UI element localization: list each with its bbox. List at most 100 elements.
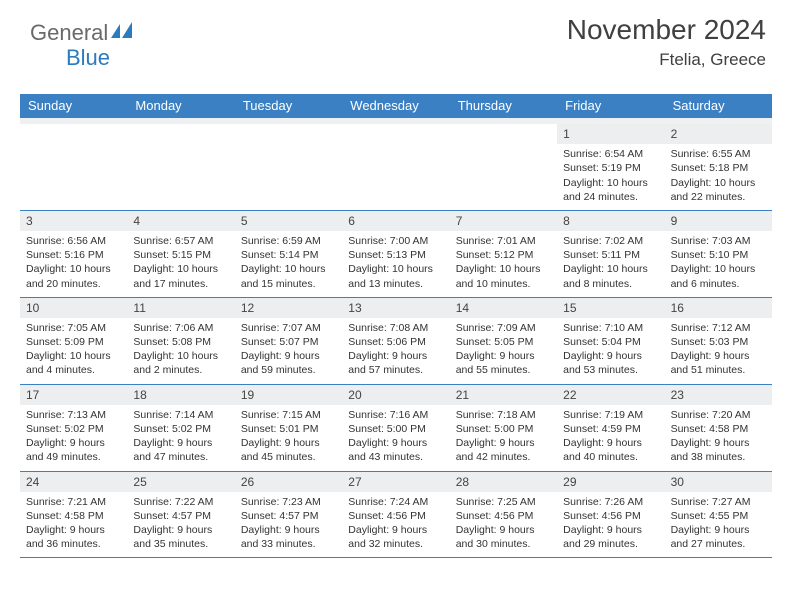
day-info-line: Sunset: 5:18 PM — [671, 161, 766, 175]
day-number: 28 — [450, 472, 557, 492]
day-info-line: Daylight: 10 hours — [348, 262, 443, 276]
day-cell: 15Sunrise: 7:10 AMSunset: 5:04 PMDayligh… — [557, 298, 664, 384]
day-info-line: Sunset: 5:11 PM — [563, 248, 658, 262]
day-info-line: Daylight: 9 hours — [456, 523, 551, 537]
day-info-line: and 20 minutes. — [26, 277, 121, 291]
day-info-line: Daylight: 9 hours — [456, 436, 551, 450]
calendar-page: General Blue November 2024 Ftelia, Greec… — [0, 0, 792, 612]
day-info-line: and 42 minutes. — [456, 450, 551, 464]
day-cell: 10Sunrise: 7:05 AMSunset: 5:09 PMDayligh… — [20, 298, 127, 384]
day-cell: . — [235, 124, 342, 210]
day-info-line: Sunset: 4:55 PM — [671, 509, 766, 523]
day-info-line: Daylight: 9 hours — [563, 523, 658, 537]
weekday-thu: Thursday — [450, 94, 557, 118]
day-info-line: Daylight: 10 hours — [133, 262, 228, 276]
day-info-line: and 29 minutes. — [563, 537, 658, 551]
day-info-line: Sunset: 5:01 PM — [241, 422, 336, 436]
day-number: 11 — [127, 298, 234, 318]
day-cell: 25Sunrise: 7:22 AMSunset: 4:57 PMDayligh… — [127, 472, 234, 558]
day-number: 1 — [557, 124, 664, 144]
day-info-line: Sunrise: 7:07 AM — [241, 321, 336, 335]
day-cell: 24Sunrise: 7:21 AMSunset: 4:58 PMDayligh… — [20, 472, 127, 558]
week-row: 17Sunrise: 7:13 AMSunset: 5:02 PMDayligh… — [20, 385, 772, 472]
day-cell: 3Sunrise: 6:56 AMSunset: 5:16 PMDaylight… — [20, 211, 127, 297]
day-cell: 2Sunrise: 6:55 AMSunset: 5:18 PMDaylight… — [665, 124, 772, 210]
day-info-line: Sunrise: 7:24 AM — [348, 495, 443, 509]
day-cell: . — [127, 124, 234, 210]
day-info-line: Sunset: 5:10 PM — [671, 248, 766, 262]
day-cell: 21Sunrise: 7:18 AMSunset: 5:00 PMDayligh… — [450, 385, 557, 471]
day-info-line: Sunrise: 7:16 AM — [348, 408, 443, 422]
day-info-line: and 22 minutes. — [671, 190, 766, 204]
day-info-line: Sunset: 5:13 PM — [348, 248, 443, 262]
day-cell: 22Sunrise: 7:19 AMSunset: 4:59 PMDayligh… — [557, 385, 664, 471]
day-info-line: Sunset: 5:02 PM — [133, 422, 228, 436]
week-row: 10Sunrise: 7:05 AMSunset: 5:09 PMDayligh… — [20, 298, 772, 385]
day-cell: 9Sunrise: 7:03 AMSunset: 5:10 PMDaylight… — [665, 211, 772, 297]
day-info-line: Daylight: 9 hours — [563, 436, 658, 450]
day-number: 19 — [235, 385, 342, 405]
day-info-line: Daylight: 10 hours — [26, 349, 121, 363]
day-info-line: Sunrise: 7:19 AM — [563, 408, 658, 422]
weekday-fri: Friday — [557, 94, 664, 118]
day-info-line: Daylight: 10 hours — [26, 262, 121, 276]
day-info-line: Daylight: 10 hours — [671, 262, 766, 276]
day-info-line: and 38 minutes. — [671, 450, 766, 464]
day-info-line: Sunrise: 7:23 AM — [241, 495, 336, 509]
day-info-line: Sunset: 5:16 PM — [26, 248, 121, 262]
weekday-sun: Sunday — [20, 94, 127, 118]
day-info-line: and 15 minutes. — [241, 277, 336, 291]
day-info-line: Sunset: 4:57 PM — [241, 509, 336, 523]
day-number: 18 — [127, 385, 234, 405]
day-info-line: Sunset: 5:02 PM — [26, 422, 121, 436]
brand-logo: General Blue — [30, 20, 133, 71]
day-cell: 16Sunrise: 7:12 AMSunset: 5:03 PMDayligh… — [665, 298, 772, 384]
day-cell: 14Sunrise: 7:09 AMSunset: 5:05 PMDayligh… — [450, 298, 557, 384]
day-info-line: Sunset: 5:07 PM — [241, 335, 336, 349]
day-number: 10 — [20, 298, 127, 318]
day-cell: 1Sunrise: 6:54 AMSunset: 5:19 PMDaylight… — [557, 124, 664, 210]
day-number: 25 — [127, 472, 234, 492]
day-number: 26 — [235, 472, 342, 492]
weekday-mon: Monday — [127, 94, 234, 118]
day-number: 2 — [665, 124, 772, 144]
day-info-line: and 17 minutes. — [133, 277, 228, 291]
day-info-line: and 33 minutes. — [241, 537, 336, 551]
day-number: 5 — [235, 211, 342, 231]
day-info-line: and 2 minutes. — [133, 363, 228, 377]
day-info-line: Sunset: 5:05 PM — [456, 335, 551, 349]
day-info-line: Daylight: 9 hours — [348, 436, 443, 450]
day-info-line: and 32 minutes. — [348, 537, 443, 551]
day-number: 20 — [342, 385, 449, 405]
day-info-line: Sunrise: 7:02 AM — [563, 234, 658, 248]
day-info-line: Sunset: 4:56 PM — [563, 509, 658, 523]
day-info-line: Sunset: 5:00 PM — [348, 422, 443, 436]
day-cell: . — [450, 124, 557, 210]
day-info-line: and 57 minutes. — [348, 363, 443, 377]
day-info-line: Daylight: 10 hours — [671, 176, 766, 190]
day-info-line: Sunrise: 7:22 AM — [133, 495, 228, 509]
page-title: November 2024 — [567, 14, 766, 46]
day-info-line: Sunrise: 7:14 AM — [133, 408, 228, 422]
day-number: 17 — [20, 385, 127, 405]
day-info-line: Daylight: 9 hours — [241, 436, 336, 450]
day-info-line: and 59 minutes. — [241, 363, 336, 377]
day-info-line: Sunset: 4:56 PM — [456, 509, 551, 523]
day-info-line: Daylight: 9 hours — [456, 349, 551, 363]
day-info-line: Daylight: 10 hours — [133, 349, 228, 363]
day-info-line: Sunrise: 7:20 AM — [671, 408, 766, 422]
week-row: 3Sunrise: 6:56 AMSunset: 5:16 PMDaylight… — [20, 211, 772, 298]
day-number: 29 — [557, 472, 664, 492]
day-number: 24 — [20, 472, 127, 492]
day-number: 14 — [450, 298, 557, 318]
day-info-line: Sunrise: 7:15 AM — [241, 408, 336, 422]
day-info-line: and 51 minutes. — [671, 363, 766, 377]
day-info-line: and 40 minutes. — [563, 450, 658, 464]
day-info-line: Daylight: 10 hours — [456, 262, 551, 276]
day-info-line: Daylight: 9 hours — [348, 349, 443, 363]
day-cell: 26Sunrise: 7:23 AMSunset: 4:57 PMDayligh… — [235, 472, 342, 558]
day-info-line: Sunset: 5:19 PM — [563, 161, 658, 175]
day-info-line: Sunset: 5:06 PM — [348, 335, 443, 349]
day-info-line: Daylight: 9 hours — [26, 523, 121, 537]
weekday-header: Sunday Monday Tuesday Wednesday Thursday… — [20, 94, 772, 118]
